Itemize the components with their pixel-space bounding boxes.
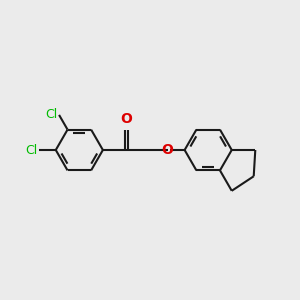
Text: Cl: Cl [46, 108, 58, 122]
Text: O: O [162, 143, 174, 157]
Text: Cl: Cl [26, 143, 38, 157]
Text: O: O [121, 112, 132, 126]
